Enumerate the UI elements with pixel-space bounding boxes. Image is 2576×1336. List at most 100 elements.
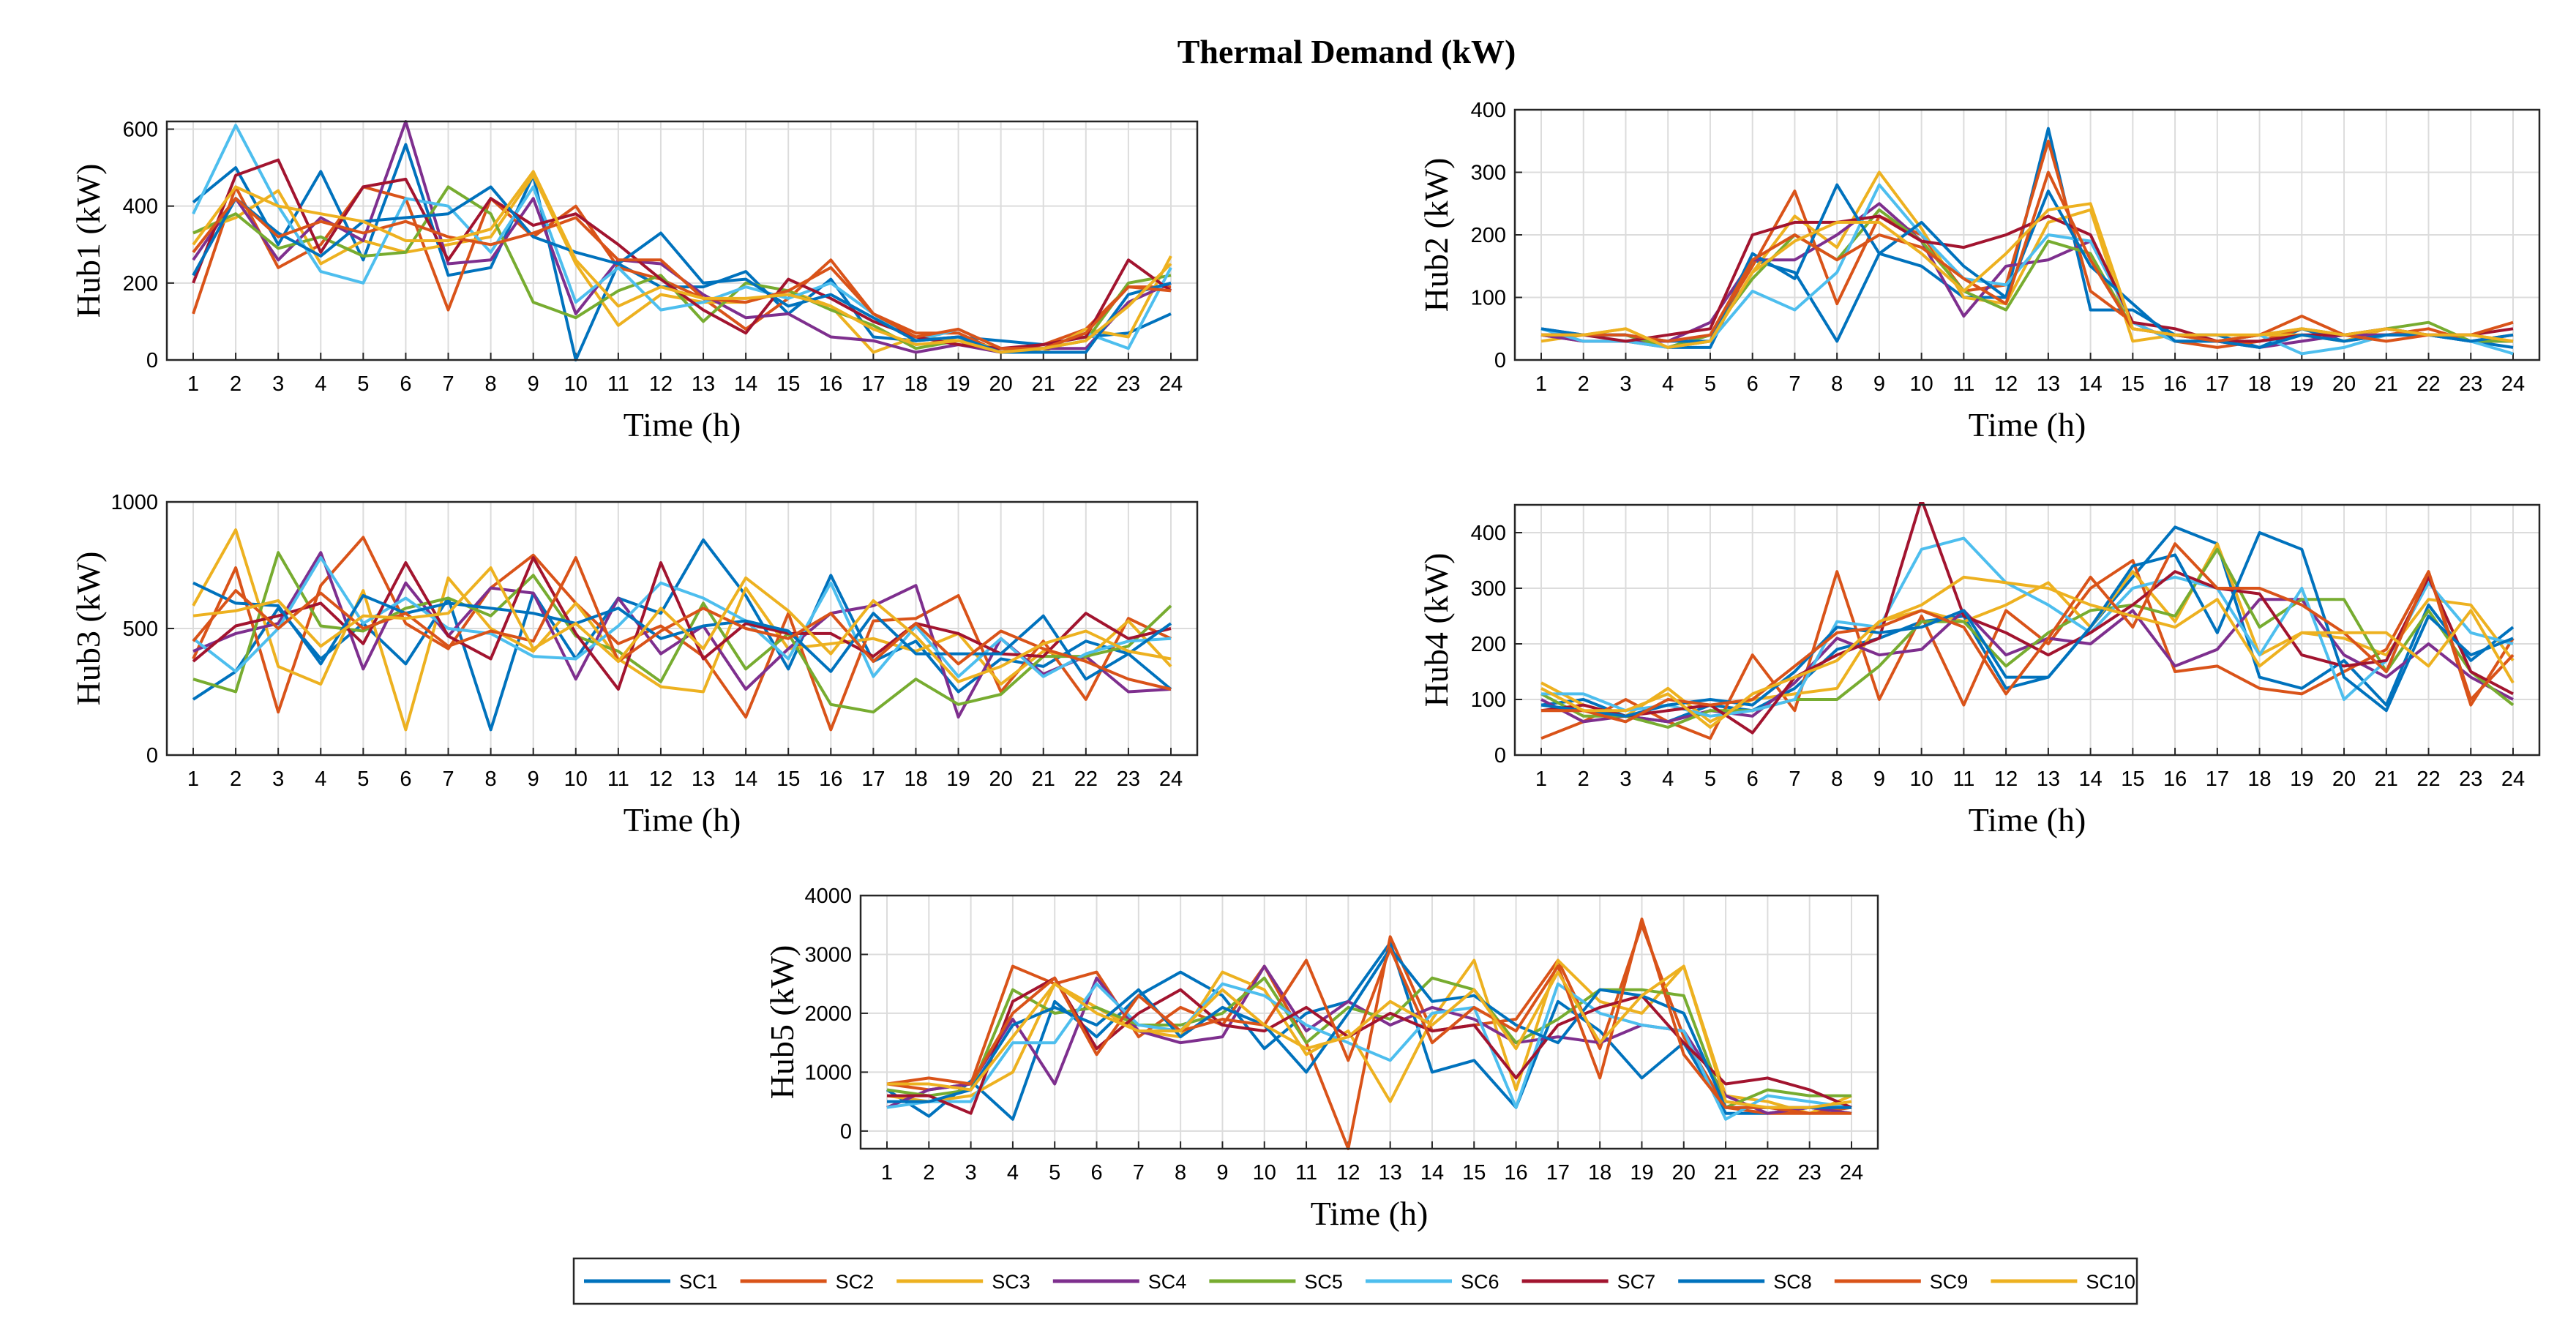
hub5-xtick-label: 4 [1007, 1161, 1019, 1185]
hub5-xlabel: Time (h) [1311, 1195, 1429, 1232]
hub2-xtick-label: 3 [1620, 372, 1631, 396]
hub3-xtick-label: 9 [528, 768, 539, 791]
hub3-xtick-label: 8 [485, 768, 497, 791]
hub1-xtick-label: 18 [904, 372, 927, 396]
hub1-series-sc10 [192, 170, 1172, 354]
hub3-xtick-label: 1 [187, 768, 199, 791]
hub4-xtick-label: 10 [1910, 768, 1933, 791]
hub1-series-group [192, 120, 1172, 361]
hub5-xtick-label: 8 [1175, 1161, 1186, 1185]
hub5-xtick-label: 13 [1379, 1161, 1402, 1185]
hub3-xtick-label: 7 [442, 768, 454, 791]
hub2-xtick-label: 24 [2501, 372, 2525, 396]
hub2-ytick-label: 400 [1471, 99, 1506, 122]
hub3-series-sc5 [192, 551, 1172, 714]
hub3-ytick-label: 0 [146, 744, 158, 768]
hub5-series-sc8 [887, 947, 1852, 1109]
hub1-xtick-label: 10 [564, 372, 588, 396]
hub1-ytick-label: 200 [123, 272, 158, 296]
hub4-xtick-label: 2 [1578, 768, 1590, 791]
hub5-xtick-label: 17 [1546, 1161, 1570, 1185]
hub4-xtick-label: 11 [1952, 768, 1974, 791]
legend-label-sc8: SC8 [1773, 1271, 1812, 1293]
hub4-xtick-label: 18 [2247, 768, 2271, 791]
hub2-xtick-label: 10 [1910, 372, 1933, 396]
hub3-subplot: 1 2 3 4 5 6 7 8 9 10 11 12 13 14 15 16 17 18 19 20 21 22 23 240… [70, 491, 1199, 838]
hub4-series-sc7 [1540, 502, 2514, 735]
hub2-xtick-label: 5 [1704, 372, 1716, 396]
hub1-xtick-label: 7 [442, 372, 454, 396]
hub4-xtick-label: 9 [1873, 768, 1885, 791]
hub2-xtick-label: 2 [1578, 372, 1590, 396]
legend-label-sc7: SC7 [1617, 1271, 1656, 1293]
hub5-xtick-label: 20 [1672, 1161, 1696, 1185]
hub1-xlabel: Time (h) [624, 406, 741, 443]
hub4-xtick-label: 6 [1747, 768, 1759, 791]
legend-item-sc1: SC1 [584, 1271, 718, 1293]
hub3-xtick-label: 18 [904, 768, 927, 791]
legend-item-sc6: SC6 [1366, 1271, 1499, 1293]
hub1-xtick-label: 14 [734, 372, 757, 396]
hub1-xtick-label: 16 [819, 372, 842, 396]
hub4-xtick-label: 20 [2332, 768, 2356, 791]
hub3-xtick-label: 4 [315, 768, 326, 791]
hub4-xtick-label: 24 [2501, 768, 2525, 791]
hub5-xtick-label: 16 [1504, 1161, 1527, 1185]
hub5-xtick-label: 11 [1295, 1161, 1317, 1185]
hub3-ytick-label: 1000 [111, 491, 158, 514]
hub4-series-sc9 [1541, 542, 2515, 724]
hub1-xtick-label: 3 [272, 372, 284, 396]
hub5-ytick-label: 3000 [804, 943, 852, 967]
hub1-axes-frame [165, 120, 1199, 361]
hub1-ytick-label: 0 [146, 349, 158, 372]
hub5-xtick-label: 12 [1336, 1161, 1360, 1185]
hub5-xtick-label: 15 [1462, 1161, 1486, 1185]
hub4-series-sc2 [1540, 559, 2515, 740]
hub3-xtick-label: 19 [946, 768, 970, 791]
hub1-xtick-label: 13 [692, 372, 715, 396]
legend-item-sc10: SC10 [1991, 1271, 2135, 1293]
hub4-xtick-label: 16 [2163, 768, 2187, 791]
hub2-xtick-label: 9 [1873, 372, 1885, 396]
hub3-xtick-label: 13 [692, 768, 715, 791]
hub4-series-group [1540, 502, 2515, 740]
hub2-xtick-label: 22 [2416, 372, 2440, 396]
hub3-ylabel: Hub3 (kW) [70, 552, 107, 706]
hub2-xtick-label: 16 [2163, 372, 2187, 396]
hub3-series-sc10 [192, 566, 1172, 683]
hub4-xtick-label: 8 [1831, 768, 1843, 791]
hub5-xtick-label: 5 [1049, 1161, 1060, 1185]
hub3-xlabel: Time (h) [624, 801, 741, 838]
hub5-ytick-label: 2000 [804, 1002, 852, 1026]
hub4-series-sc8 [1540, 531, 2514, 718]
hub5-xtick-label: 24 [1840, 1161, 1863, 1185]
hub2-xtick-label: 17 [2206, 372, 2229, 396]
hub2-xtick-label: 4 [1662, 372, 1674, 396]
hub1-xtick-label: 1 [187, 372, 199, 396]
hub2-series-sc9 [1541, 170, 2514, 343]
hub3-xtick-label: 24 [1159, 768, 1183, 791]
hub3-xtick-label: 11 [607, 768, 629, 791]
hub3-xtick-label: 6 [400, 768, 411, 791]
legend-item-sc5: SC5 [1209, 1271, 1343, 1293]
hub1-xtick-label: 11 [607, 372, 629, 396]
hub2-ytick-label: 200 [1471, 224, 1506, 247]
hub5-xtick-label: 18 [1588, 1161, 1611, 1185]
legend-label-sc5: SC5 [1304, 1271, 1343, 1293]
hub5-series-sc1 [886, 941, 1852, 1121]
hub3-xtick-label: 14 [734, 768, 757, 791]
hub4-subplot: 1 2 3 4 5 6 7 8 9 10 11 12 13 14 15 16 17 18 19 20 21 22 23 240… [1418, 502, 2541, 838]
hub2-xtick-label: 18 [2247, 372, 2271, 396]
hub4-series-sc6 [1541, 536, 2514, 718]
hub2-series-group [1540, 127, 2514, 356]
hub4-ytick-label: 300 [1471, 577, 1506, 601]
hub5-axes-frame [859, 894, 1879, 1150]
hub1-xtick-label: 2 [230, 372, 242, 396]
hub5-xtick-label: 1 [881, 1161, 893, 1185]
legend-label-sc2: SC2 [836, 1271, 875, 1293]
hub2-xtick-label: 8 [1831, 372, 1843, 396]
hub2-xtick-label: 21 [2375, 372, 2398, 396]
hub5-subplot: 1 2 3 4 5 6 7 8 9 10 11 12 13 14 15 16 17 18 19 20 21 22 23 240… [763, 885, 1879, 1232]
hub4-ytick-label: 200 [1471, 633, 1506, 656]
hub2-xlabel: Time (h) [1969, 406, 2086, 443]
